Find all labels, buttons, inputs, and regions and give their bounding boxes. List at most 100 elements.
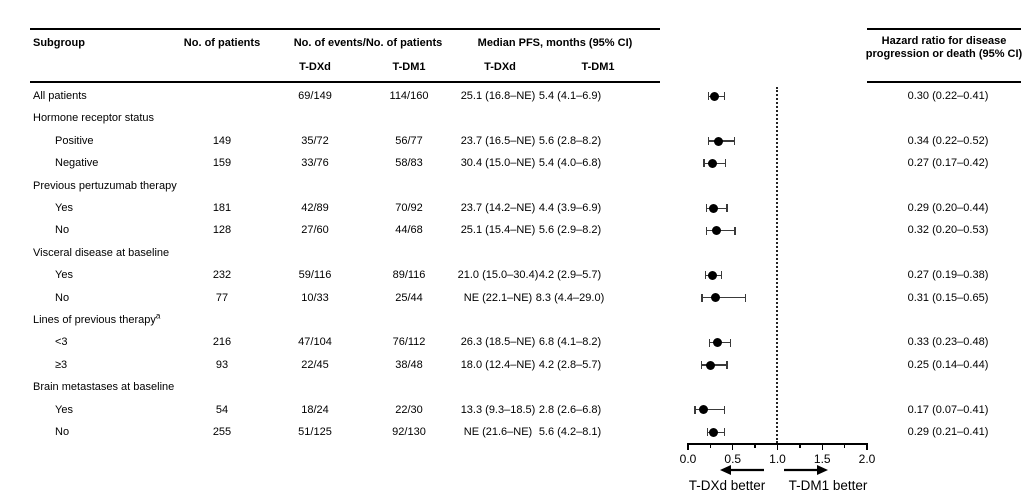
hr-marker — [705, 360, 715, 370]
ci-cap-left — [707, 92, 709, 101]
tdm1-better-label: T-DM1 better — [788, 478, 868, 493]
hr-marker — [713, 338, 723, 348]
ci-cap-right — [726, 361, 728, 369]
subgroup-label: Negative — [55, 157, 99, 170]
hr-marker — [707, 158, 717, 168]
ci-cap-left — [708, 338, 710, 347]
minor-tick — [843, 443, 846, 448]
header-pfs-tdxd: T-DXd — [484, 61, 516, 73]
pfs-tdxd-cell: 25.1 (15.4–NE) — [460, 224, 536, 237]
major-tick — [687, 443, 689, 450]
pfs-tdm1-cell: 4.2 (2.8–5.7) — [538, 358, 602, 371]
ci-cap-right — [745, 293, 747, 302]
table-top-rule — [30, 28, 660, 30]
pfs-tdm1-cell: 5.6 (4.2–8.1) — [538, 426, 602, 438]
table-row: No 128 27/60 44/68 25.1 (15.4–NE) 5.6 (2.9–8.… — [0, 219, 1035, 241]
events-tdm1-cell: 92/130 — [392, 426, 426, 438]
hazard-ratio-cell: 0.30 (0.22–0.41) — [907, 90, 989, 102]
table-row: No 77 10/33 25/44 NE (22.1–NE) 8.3 (4.4–29.0)… — [0, 287, 1035, 309]
hr-marker — [698, 405, 708, 415]
ci-cap-right — [723, 428, 725, 437]
no-of-patients-cell: 159 — [212, 157, 232, 170]
hazard-ratio-cell: 0.32 (0.20–0.53) — [907, 224, 989, 237]
hr-marker — [709, 427, 719, 437]
subgroup-label: No — [55, 426, 70, 438]
pfs-tdm1-cell: 4.2 (2.9–5.7) — [538, 269, 602, 282]
pfs-tdxd-cell: 18.0 (12.4–NE) — [460, 358, 536, 371]
table-header-bottom-rule — [30, 81, 660, 83]
ci-cap-left — [701, 293, 703, 302]
pfs-tdxd-cell: 21.0 (15.0–30.4) — [457, 269, 539, 282]
table-row: Negative 159 33/76 58/83 30.4 (15.0–NE) 5.4 (… — [0, 152, 1035, 174]
pfs-tdxd-cell: 26.3 (18.5–NE) — [460, 336, 536, 349]
events-tdxd-cell: 33/76 — [301, 157, 329, 170]
subgroup-label: Yes — [55, 403, 73, 416]
pfs-tdm1-cell: 5.4 (4.1–6.9) — [538, 90, 602, 102]
pfs-tdm1-cell: 6.8 (4.1–8.2) — [538, 336, 602, 349]
minor-tick — [754, 443, 756, 448]
minor-tick — [709, 443, 712, 448]
pfs-tdm1-cell: 5.6 (2.8–8.2) — [538, 134, 602, 147]
tick-label: 2.0 — [858, 452, 876, 466]
table-row: <3 216 47/104 76/112 26.3 (18.5–NE) 6.8 (4.1–… — [0, 331, 1035, 353]
events-tdxd-cell: 27/60 — [301, 224, 329, 237]
events-tdm1-cell: 76/112 — [392, 336, 426, 349]
hazard-ratio-cell: 0.17 (0.07–0.41) — [907, 403, 989, 416]
header-events-group: No. of events/No. of patients — [293, 37, 443, 49]
ci-cap-left — [706, 428, 709, 437]
events-tdm1-cell: 25/44 — [395, 291, 423, 304]
tdxd-better-arrow-icon — [720, 465, 764, 475]
pfs-tdxd-cell: NE (22.1–NE) — [463, 291, 533, 304]
pfs-tdxd-cell: 13.3 (9.3–18.5) — [460, 403, 536, 416]
no-of-patients-cell: 181 — [212, 202, 232, 214]
major-tick — [866, 443, 868, 450]
ci-cap-right — [723, 405, 725, 414]
hr-column-top-rule — [867, 28, 1021, 30]
events-tdm1-cell: 56/77 — [395, 134, 423, 147]
hazard-ratio-cell: 0.33 (0.23–0.48) — [907, 336, 989, 349]
subgroup-label: No — [55, 224, 70, 237]
ci-cap-right — [729, 338, 732, 347]
subgroup-label: Yes — [55, 269, 73, 282]
minor-tick — [799, 443, 801, 448]
hazard-ratio-cell: 0.29 (0.21–0.41) — [907, 426, 989, 438]
table-row: No 255 51/125 92/130 NE (21.6–NE) 5.6 (4.2–8.… — [0, 421, 1035, 443]
ci-line — [701, 297, 747, 299]
header-hazard-ratio: Hazard ratio for disease progression or … — [865, 35, 1023, 60]
footnote-marker: a — [155, 311, 161, 321]
tick-label: 1.5 — [813, 452, 831, 466]
ci-line — [694, 409, 725, 411]
no-of-patients-cell: 77 — [215, 291, 229, 304]
no-of-patients-cell: 232 — [212, 269, 232, 282]
subgroup-label: <3 — [55, 336, 68, 349]
events-tdxd-cell: 10/33 — [301, 291, 329, 304]
subgroup-header-row: Lines of previous therapya — [0, 309, 1035, 331]
hr-marker — [711, 293, 721, 303]
pfs-tdm1-cell: 8.3 (4.4–29.0) — [535, 291, 605, 304]
events-tdm1-cell: 22/30 — [395, 403, 423, 416]
table-row: Yes 54 18/24 22/30 13.3 (9.3–18.5) 2.8 (2.6–6… — [0, 399, 1035, 421]
table-row: Positive 149 35/72 56/77 23.7 (16.5–NE) 5.6 (… — [0, 130, 1035, 152]
no-of-patients-cell: 216 — [212, 336, 232, 349]
pfs-tdxd-cell: 23.7 (16.5–NE) — [460, 134, 536, 147]
hr-marker — [710, 91, 720, 101]
subgroup-label: No — [55, 291, 70, 304]
header-events-tdm1: T-DM1 — [392, 61, 426, 73]
ci-cap-left — [694, 405, 696, 414]
pfs-tdm1-cell: 5.4 (4.0–6.8) — [538, 157, 602, 170]
events-tdm1-cell: 38/48 — [395, 358, 423, 371]
subgroup-label: Hormone receptor status — [33, 112, 155, 125]
hazard-ratio-cell: 0.31 (0.15–0.65) — [907, 291, 989, 304]
pfs-tdxd-cell: 30.4 (15.0–NE) — [460, 157, 536, 170]
tick-label: 0.5 — [724, 452, 742, 466]
header-events-tdxd: T-DXd — [299, 61, 331, 73]
table-row: Yes 232 59/116 89/116 21.0 (15.0–30.4) 4.2 (2… — [0, 264, 1035, 286]
subgroup-label: Yes — [55, 202, 73, 214]
events-tdm1-cell: 114/160 — [389, 90, 429, 102]
table-row: ≥3 93 22/45 38/48 18.0 (12.4–NE) 4.2 (2.8–5.7… — [0, 354, 1035, 376]
reference-line-hr-1 — [776, 87, 778, 443]
hazard-ratio-cell: 0.25 (0.14–0.44) — [907, 358, 989, 371]
ci-cap-right — [721, 271, 723, 280]
hr-marker — [713, 136, 723, 146]
subgroup-label: Lines of previous therapya — [33, 311, 161, 326]
